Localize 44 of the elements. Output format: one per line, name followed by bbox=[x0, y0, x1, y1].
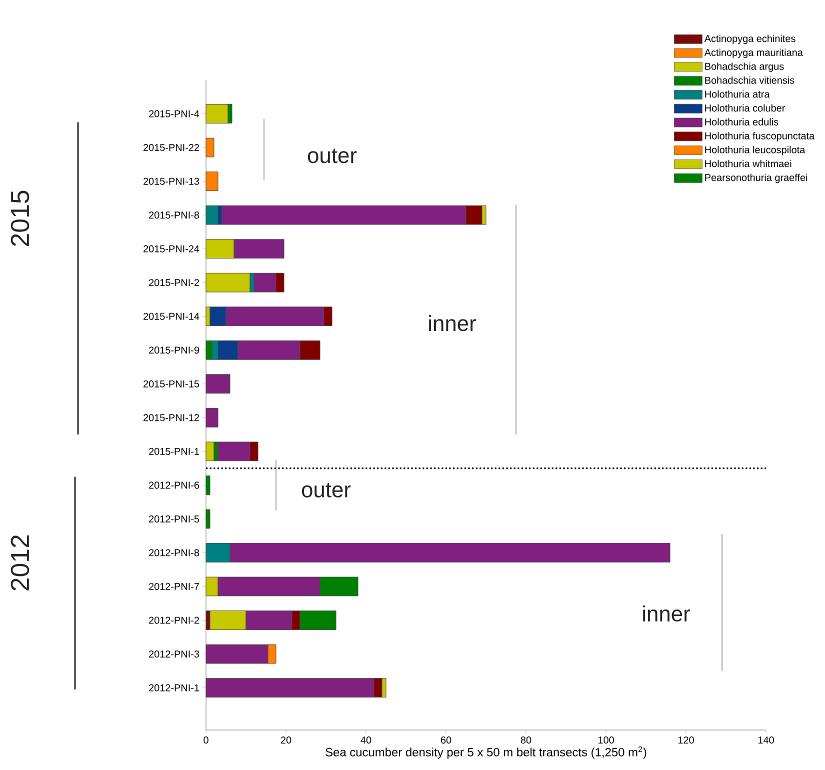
y-tick-label: 2012-PNI-7 bbox=[149, 582, 199, 590]
legend-label: Actinopyga mauritiana bbox=[704, 48, 803, 58]
x-tick-label: 120 bbox=[678, 736, 694, 744]
legend-label: Pearsonothuria graeffei bbox=[705, 174, 808, 184]
x-tick-label: 80 bbox=[520, 736, 532, 744]
legend-label: Holothuria edulis bbox=[705, 118, 778, 126]
legend-label: Bohadschia vitiensis bbox=[705, 76, 794, 84]
y-tick-label: 2015-PNI-1 bbox=[149, 448, 199, 455]
y-tick-label: 2012-PNI-2 bbox=[149, 616, 199, 624]
legend-label: Holothuria atra bbox=[705, 90, 770, 98]
y-tick-label: 2015-PNI-22 bbox=[144, 144, 199, 152]
text: 2015 bbox=[10, 190, 30, 246]
legend-label: Holothuria coluber bbox=[705, 104, 786, 112]
x-tick-label: 60 bbox=[440, 736, 452, 744]
y-tick-label: 2012-PNI-1 bbox=[149, 684, 199, 692]
y-tick-label: 2012-PNI-5 bbox=[149, 515, 200, 522]
y-tick-label: 2015-PNI-2 bbox=[149, 279, 199, 286]
y-tick-label: 2015-PNI-13 bbox=[144, 178, 200, 185]
annotation: outer bbox=[308, 148, 357, 164]
y-tick-label: 2015-PNI-15 bbox=[144, 380, 200, 388]
y-tick-label: 2015-PNI-4 bbox=[149, 110, 200, 118]
legend-label: Holothuria leucospilota bbox=[705, 146, 806, 156]
legend-label: Holothuria fuscopunctata bbox=[705, 132, 815, 142]
y-tick-label: 2012-PNI-6 bbox=[149, 482, 200, 489]
legend-label: Holothuria whitmaei bbox=[705, 160, 792, 168]
annotation: outer bbox=[302, 483, 351, 498]
x-tick-label: 100 bbox=[598, 736, 614, 744]
annotation: inner bbox=[643, 605, 690, 622]
x-tick-label: 140 bbox=[758, 736, 774, 744]
x-tick-label: 0 bbox=[204, 736, 208, 744]
y-tick-label: 2015-PNI-24 bbox=[144, 245, 200, 252]
y-tick-label: 2015-PNI-14 bbox=[144, 312, 200, 320]
legend-label: Actinopyga echinites bbox=[704, 34, 796, 44]
x-axis-title: Sea cucumber density per 5 x 50 m belt transects (1,250 m$^{2}$) bbox=[326, 746, 646, 759]
x-tick-label: 40 bbox=[360, 736, 372, 744]
legend-label: Bohadschia argus bbox=[705, 62, 784, 72]
y-tick-label: 2015-PNI-8 bbox=[149, 212, 200, 219]
x-tick-label: 20 bbox=[280, 736, 292, 744]
text: 2012 bbox=[10, 535, 30, 590]
y-tick-label: 2012-PNI-8 bbox=[149, 549, 200, 556]
annotation: inner bbox=[429, 315, 476, 332]
y-tick-label: 2015-PNI-9 bbox=[149, 346, 200, 354]
y-tick-label: 2012-PNI-3 bbox=[149, 650, 200, 658]
y-tick-label: 2015-PNI-12 bbox=[144, 414, 199, 422]
